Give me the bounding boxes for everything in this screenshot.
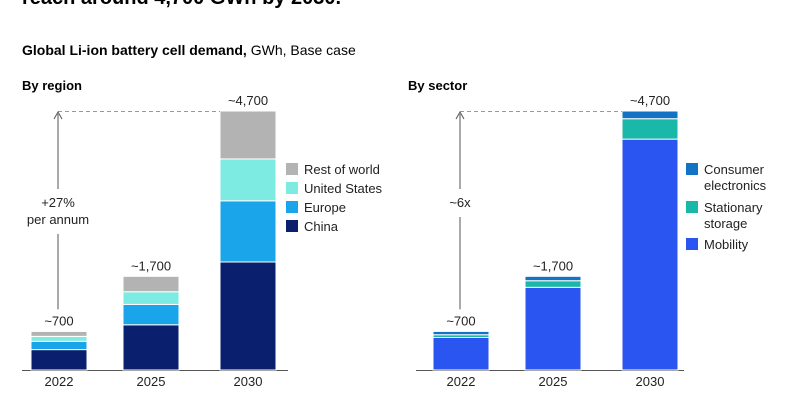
- sector-annotation-0: ~6x: [449, 195, 471, 210]
- region-legend-swatch-0: [286, 163, 298, 175]
- sector-bar-2030-2: [621, 110, 679, 120]
- chart-title-rest: GWh, Base case: [246, 42, 356, 58]
- region-arrow-head: [53, 110, 63, 120]
- sector-legend-label-0: Consumer electronics: [704, 162, 767, 193]
- region-bar-2030-0: [219, 261, 277, 371]
- sector-legend-swatch-1: [686, 201, 698, 213]
- region-tick-label-2025: 2025: [137, 374, 166, 389]
- sector-legend-label-line: Stationary: [704, 200, 763, 215]
- panel-title-sector: By sector: [408, 78, 468, 93]
- region-bar-2022-1: [30, 340, 88, 351]
- sector-legend-label-line: Mobility: [704, 237, 749, 252]
- region-legend-label-line: Europe: [304, 200, 346, 215]
- region-legend-label-line: Rest of world: [304, 162, 380, 177]
- sector-legend-label-line: Consumer: [704, 162, 765, 177]
- region-legend-label-line: United States: [304, 181, 383, 196]
- sector-arrow-head: [455, 110, 465, 120]
- region-bar-2030-1: [219, 200, 277, 263]
- region-total-label-2030: ~4,700: [228, 93, 268, 108]
- sector-bar-2025-2: [524, 275, 582, 282]
- sector-bar-2022-2: [432, 330, 490, 336]
- chart-title: Global Li-ion battery cell demand, GWh, …: [22, 42, 356, 58]
- region-legend-label-0: Rest of world: [304, 162, 380, 177]
- region-legend-label-line: China: [304, 219, 339, 234]
- region-total-label-2022: ~700: [44, 313, 73, 328]
- sector-bar-2025-0: [524, 286, 582, 371]
- sector-bar-2022-0: [432, 336, 490, 371]
- region-bar-2022-3: [30, 330, 88, 337]
- region-annotation-0: +27%: [41, 195, 75, 210]
- sector-legend-label-1: Stationary storage: [704, 200, 763, 231]
- region-bar-2025-2: [122, 291, 180, 305]
- region-tick-label-2022: 2022: [45, 374, 74, 389]
- headline: reach around 4,700 GWh by 2030.: [22, 0, 341, 10]
- region-legend-label-1: United States: [304, 181, 383, 196]
- region-bar-2022-2: [30, 335, 88, 342]
- region-bar-2030-3: [219, 110, 277, 160]
- sector-total-label-2022: ~700: [446, 313, 475, 328]
- sector-legend-label-2: Mobility: [704, 237, 749, 252]
- region-bar-2025-3: [122, 275, 180, 293]
- sector-bar-2030-0: [621, 138, 679, 371]
- sector-legend-swatch-2: [686, 238, 698, 250]
- region-legend-label-3: China: [304, 219, 339, 234]
- region-bar-2030-2: [219, 158, 277, 202]
- sector-legend-swatch-0: [686, 163, 698, 175]
- region-legend-swatch-3: [286, 220, 298, 232]
- sector-bar-2025-1: [524, 280, 582, 288]
- region-legend-label-2: Europe: [304, 200, 346, 215]
- sector-total-label-2030: ~4,700: [630, 93, 670, 108]
- region-tick-label-2030: 2030: [234, 374, 263, 389]
- sector-tick-label-2030: 2030: [636, 374, 665, 389]
- sector-legend-label-line: storage: [704, 216, 747, 231]
- region-bar-2025-0: [122, 324, 180, 371]
- region-bar-2022-0: [30, 349, 88, 371]
- sector-tick-label-2025: 2025: [539, 374, 568, 389]
- sector-total-label-2025: ~1,700: [533, 258, 573, 273]
- panel-title-region: By region: [22, 78, 82, 93]
- sector-tick-label-2022: 2022: [447, 374, 476, 389]
- region-bar-2025-1: [122, 303, 180, 326]
- region-annotation-1: per annum: [27, 212, 89, 227]
- sector-bar-2030-1: [621, 118, 679, 140]
- sector-legend-label-line: electronics: [704, 178, 767, 193]
- region-legend-swatch-2: [286, 201, 298, 213]
- region-total-label-2025: ~1,700: [131, 258, 171, 273]
- region-legend-swatch-1: [286, 182, 298, 194]
- chart-title-bold: Global Li-ion battery cell demand,: [22, 42, 247, 58]
